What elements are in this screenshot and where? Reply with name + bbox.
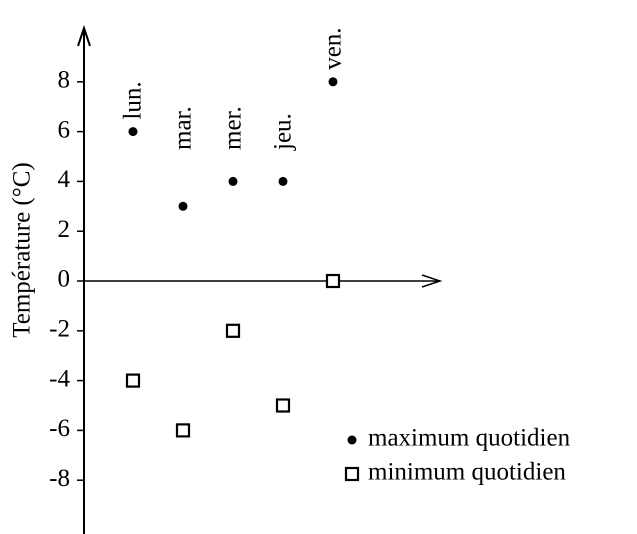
min-point bbox=[275, 398, 291, 413]
y-tick-label: 4 bbox=[58, 166, 71, 193]
max-point bbox=[228, 176, 238, 186]
legend-marker bbox=[344, 466, 360, 482]
category-label: jeu. bbox=[270, 113, 297, 151]
min-point bbox=[225, 323, 241, 338]
legend-label: minimum quotidien bbox=[368, 459, 566, 486]
legend-label: maximum quotidien bbox=[368, 425, 571, 452]
category-label: mer. bbox=[220, 106, 247, 150]
max-point bbox=[128, 127, 138, 137]
category-label: ven. bbox=[320, 27, 347, 69]
category-label: lun. bbox=[120, 81, 147, 119]
min-point bbox=[125, 373, 141, 388]
x-axis-arrow bbox=[421, 274, 443, 288]
max-point bbox=[178, 201, 188, 211]
y-tick-label: -4 bbox=[49, 365, 70, 392]
y-tick-label: -2 bbox=[49, 316, 70, 343]
max-point bbox=[278, 176, 288, 186]
min-point bbox=[325, 273, 341, 289]
y-axis-arrow bbox=[77, 24, 91, 47]
max-point bbox=[328, 77, 338, 87]
y-tick-label: 0 bbox=[58, 266, 71, 293]
y-tick-label: -6 bbox=[49, 415, 70, 442]
category-label: mar. bbox=[170, 106, 197, 150]
y-tick-label: 6 bbox=[58, 116, 71, 143]
y-tick-label: 2 bbox=[58, 216, 71, 243]
min-point bbox=[175, 423, 191, 438]
y-tick-label: 8 bbox=[58, 67, 71, 94]
legend-marker bbox=[347, 435, 357, 445]
y-axis-label: Température (°C) bbox=[9, 162, 36, 338]
y-tick-label: -8 bbox=[49, 465, 70, 492]
